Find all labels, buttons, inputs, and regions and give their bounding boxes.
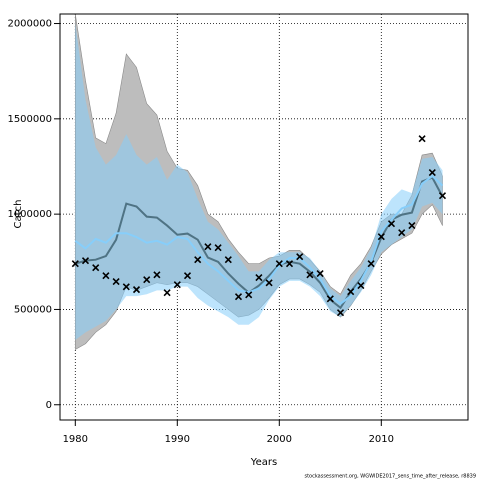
observation: [102, 272, 110, 280]
observation: [387, 220, 396, 228]
observation: [255, 274, 263, 282]
observation: [132, 286, 141, 294]
line: [74, 174, 444, 305]
observation: [296, 253, 304, 261]
footer: stockassessment.org, WGWIDE2017_sens_tim…: [304, 474, 476, 480]
observation: [204, 243, 212, 251]
observation: [153, 271, 161, 279]
observation: [92, 264, 100, 272]
observation: [367, 260, 375, 268]
y-tick-label: 1500000: [7, 114, 52, 125]
confidence-band: [75, 23, 443, 340]
observation: [173, 281, 181, 289]
y-tick-label: 1000000: [7, 209, 52, 220]
x-tick-label: 2000: [267, 434, 292, 445]
observation: [336, 309, 345, 317]
plot-frame: [59, 13, 469, 421]
y-tick-label: 0: [46, 400, 52, 411]
observation: [194, 256, 202, 264]
observation: [418, 135, 426, 143]
y-axis-label: Catch: [13, 200, 24, 229]
observation: [183, 272, 192, 280]
y-tick-label: 2000000: [7, 19, 52, 30]
y-tick-label: 500000: [14, 304, 52, 315]
observation: [224, 256, 232, 264]
observation: [245, 291, 253, 299]
observation: [316, 270, 324, 278]
observation: [163, 289, 171, 297]
observation: [214, 244, 222, 252]
observation: [306, 271, 314, 279]
x-tick-label: 1990: [165, 434, 190, 445]
observation: [377, 233, 385, 241]
observation: [122, 283, 130, 291]
x-axis-label: Years: [250, 457, 277, 468]
observation: [347, 288, 355, 296]
observation: [143, 276, 151, 284]
observation: [398, 229, 406, 237]
observation: [265, 279, 273, 287]
observation: [81, 257, 90, 265]
observation: [234, 293, 243, 301]
observation: [275, 260, 283, 268]
observation: [112, 278, 120, 286]
observation: [71, 260, 79, 268]
observation: [326, 295, 334, 303]
observation: [408, 222, 416, 230]
observation: [438, 192, 447, 200]
observation: [357, 282, 365, 290]
x-tick-label: 1980: [63, 434, 88, 445]
observation: [428, 169, 436, 177]
x-tick-label: 2010: [369, 434, 394, 445]
observation: [285, 260, 294, 268]
